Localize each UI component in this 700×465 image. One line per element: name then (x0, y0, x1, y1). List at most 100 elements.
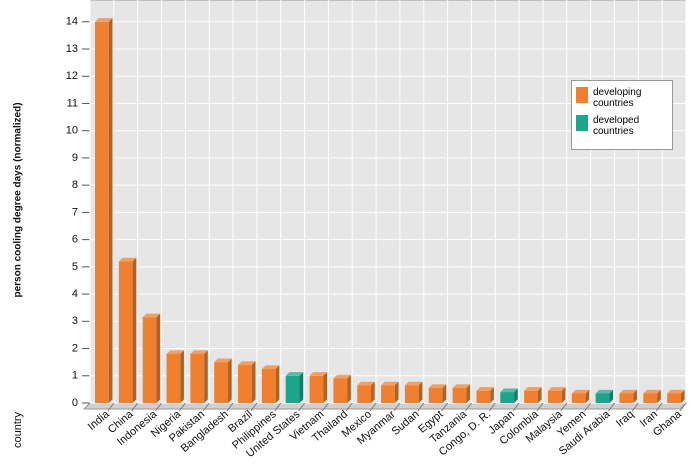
x-tick-label: Ghana (651, 408, 685, 439)
x-tick (274, 402, 282, 412)
bar-top (619, 389, 637, 394)
bar-top (595, 389, 614, 394)
x-tick (679, 402, 687, 412)
bar (452, 384, 471, 403)
bar-side (228, 358, 232, 403)
x-tick (131, 402, 139, 412)
bar (643, 389, 661, 403)
bar (309, 372, 327, 403)
legend-label: developed countries (593, 115, 640, 137)
bar-top (357, 381, 375, 386)
x-tick-label: Sudan (390, 408, 422, 438)
bar-side (490, 387, 494, 403)
bar-side (180, 350, 184, 403)
bar-front (214, 362, 229, 403)
bar (166, 350, 184, 403)
bar (524, 387, 542, 403)
x-tick (369, 402, 377, 412)
bar (547, 387, 566, 403)
legend: developing countries developed countries (571, 80, 673, 150)
bar-side (347, 374, 351, 403)
y-axis-label: person cooling degree days (normalized) (13, 102, 24, 297)
bar-side (204, 350, 208, 403)
x-tick (560, 402, 568, 412)
x-tick (655, 402, 663, 412)
bar-front (500, 392, 515, 403)
x-tick (488, 402, 496, 412)
y-tick-label: 6 (72, 234, 78, 246)
bar-side (132, 257, 137, 403)
bar-side (633, 389, 637, 403)
y-tick-label: 13 (66, 43, 78, 55)
bar-side (561, 387, 566, 403)
x-tick (202, 402, 210, 412)
bar-top (476, 387, 494, 391)
bar-front (190, 353, 205, 403)
bar-front (309, 375, 324, 403)
x-tick (631, 402, 639, 412)
bar-top (547, 387, 566, 391)
bar-side (251, 361, 256, 403)
bar (261, 365, 280, 403)
bar-side (323, 372, 327, 403)
x-tick (107, 402, 115, 412)
bar-top (238, 361, 256, 365)
bar-front (524, 390, 538, 403)
y-tick-label: 8 (72, 179, 78, 191)
bar-top (95, 18, 113, 22)
x-tick (417, 402, 425, 412)
bar-front (357, 385, 372, 403)
x-tick (608, 402, 615, 412)
legend-item: developing countries (576, 87, 668, 109)
bar-front (333, 378, 348, 403)
bar-front (95, 21, 109, 403)
y-tick-label: 10 (66, 125, 78, 137)
bar-top (381, 381, 399, 386)
bar (190, 350, 208, 403)
bar-side (514, 388, 518, 403)
bar-front (404, 385, 419, 403)
bar-front (118, 261, 133, 403)
bar-top (500, 388, 518, 393)
bar-side (442, 384, 447, 403)
bar-front (571, 393, 586, 403)
bar-side (537, 387, 542, 403)
legend-label: developing countries (593, 87, 642, 109)
y-tick-label: 2 (72, 342, 78, 354)
bar-side (466, 384, 471, 403)
y-tick-label: 1 (72, 370, 78, 382)
bar (285, 372, 304, 403)
x-tick (512, 402, 520, 412)
bar-top (285, 372, 304, 376)
bar (333, 374, 351, 403)
x-tick (584, 402, 592, 412)
bar-side (585, 389, 590, 403)
bar (595, 389, 614, 403)
legend-item: developed countries (576, 115, 668, 137)
bar-front (619, 393, 634, 403)
bar (476, 387, 494, 403)
bar-top (452, 384, 471, 389)
bar-side (609, 389, 614, 403)
bar-top (166, 350, 184, 354)
x-tick (321, 402, 329, 412)
bar-front (261, 368, 276, 403)
bar (381, 381, 399, 403)
bar-top (190, 350, 208, 354)
bar-front (238, 364, 252, 403)
bar-front (476, 390, 491, 403)
bar-side (394, 381, 399, 403)
y-tick-label: 4 (72, 288, 78, 300)
x-tick (226, 402, 234, 412)
x-tick (393, 402, 401, 412)
bar-front (381, 385, 395, 403)
y-tick-label: 7 (72, 206, 78, 218)
x-tick-label: Iraq (614, 408, 636, 429)
bar-side (275, 365, 280, 403)
bar-front (452, 388, 467, 403)
bar-side (680, 389, 685, 403)
bar-front (643, 393, 658, 403)
bar (571, 389, 590, 403)
bar (142, 313, 161, 403)
